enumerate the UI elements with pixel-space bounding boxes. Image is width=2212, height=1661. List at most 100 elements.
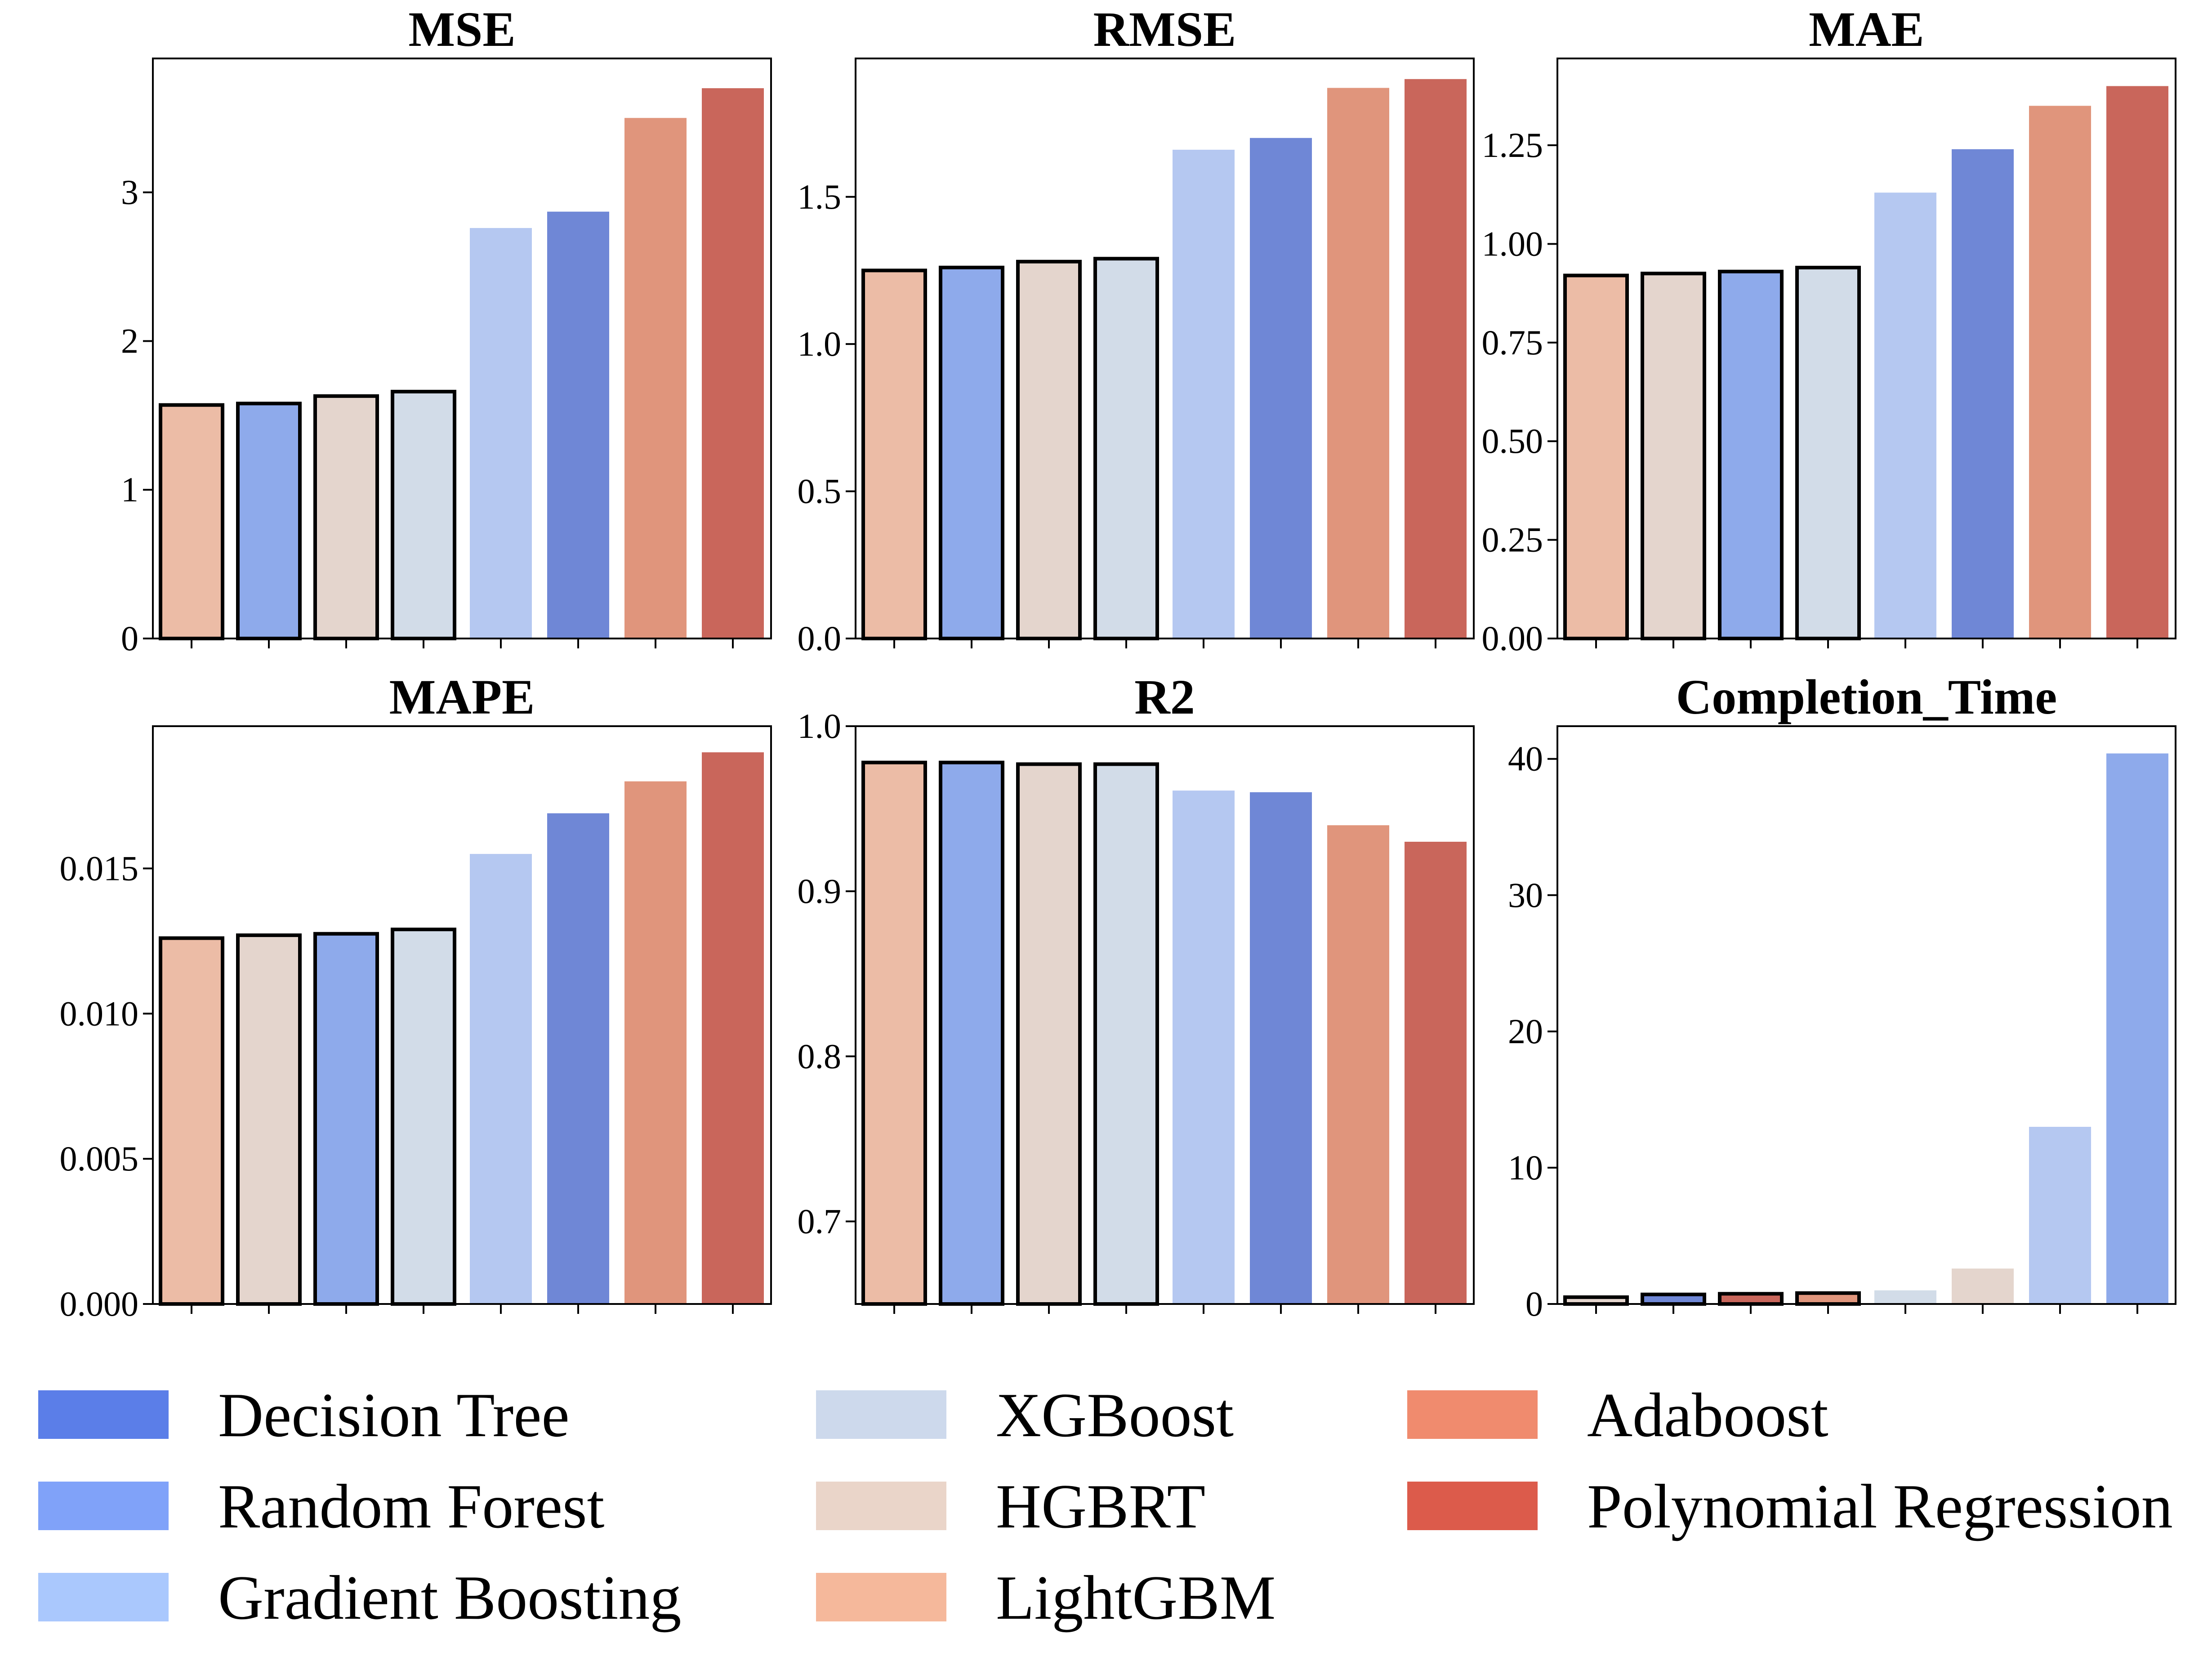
bar-xgboost [1795,266,1861,640]
bar-polynomial-regression [1405,842,1467,1304]
legend-swatch [1407,1390,1538,1439]
y-tick-label: 1.0 [798,324,842,363]
y-tick-label: 0.000 [60,1284,139,1323]
y-tick-label: 0.9 [798,871,842,911]
bar-hgbrt [236,933,302,1306]
axes-frame [1556,725,2176,1305]
legend-label: HGBRT [996,1472,1205,1541]
legend-label: Gradient Boosting [218,1563,681,1633]
legend-swatch [38,1573,169,1621]
bar-xgboost [1093,762,1159,1306]
legend-swatch [1407,1482,1538,1530]
bar-polynomial-regression [1718,1292,1784,1306]
y-tick-label: 0 [121,619,138,658]
bar-decision-tree [547,813,609,1304]
bar-polynomial-regression [2106,86,2168,639]
bar-lightgbm [861,268,927,640]
bar-random-forest [313,932,379,1306]
legend-swatch [816,1573,946,1621]
y-tick-label: 0.50 [1482,421,1543,460]
bar-random-forest [939,265,1004,640]
bar-lightgbm [1952,1268,2014,1304]
y-tick-label: 0.75 [1482,323,1543,362]
y-tick-label: 0.8 [798,1036,842,1076]
y-tick-label: 0.00 [1482,619,1543,658]
axes-frame [1556,58,2176,639]
bar-decision-tree [1250,792,1312,1304]
legend-label: Random Forest [218,1472,605,1541]
y-tick-label: 0.25 [1482,520,1543,559]
y-tick-label: 1 [121,470,138,509]
bar-polynomial-regression [702,88,764,639]
y-tick-label: 0.010 [60,994,139,1033]
bar-decision-tree [1952,149,2014,639]
legend-swatch [816,1482,946,1530]
panel-completion-time: 0 10 20 30 40 Completion_Time [1508,670,2176,1323]
bar-lightgbm [1563,273,1629,640]
bar-decision-tree [1641,1292,1706,1306]
y-tick-label: 0.005 [60,1139,139,1178]
panel-title: MAPE [389,670,535,724]
legend-label: Adaboost [1587,1380,1828,1450]
legend-label: XGBoost [996,1380,1234,1450]
bar-polynomial-regression [1405,79,1467,639]
bar-random-forest [939,760,1004,1306]
legend-swatch [816,1390,946,1439]
y-tick-label: 0 [1525,1284,1543,1323]
bar-hgbrt [1563,1295,1629,1306]
y-tick-label: 1.5 [798,177,842,216]
bar-random-forest [1718,269,1784,640]
bar-adaboost [2029,106,2091,639]
y-tick-label: 40 [1508,739,1543,778]
y-tick-label: 0.5 [798,472,842,511]
legend-label: LightGBM [996,1563,1275,1633]
y-tick-label: 1.00 [1482,224,1543,263]
bar-decision-tree [1250,138,1312,639]
legend: Decision Tree Random Forest Gradient Boost… [38,1380,2173,1633]
axes-frame [152,725,772,1305]
legend-swatch [38,1390,169,1439]
bar-adaboost [624,118,687,639]
bar-random-forest [2106,753,2168,1304]
bar-hgbrt [1016,762,1082,1306]
bar-xgboost [1093,257,1159,640]
bar-gradient-boosting [1173,790,1235,1304]
y-tick-label: 0.015 [60,848,139,888]
bar-gradient-boosting [470,228,532,639]
legend-swatch [38,1482,169,1530]
panel-title: MSE [408,2,515,57]
panel-title: R2 [1134,670,1195,724]
y-tick-label: 10 [1508,1148,1543,1187]
bar-decision-tree [547,211,609,639]
axes-frame [855,725,1475,1305]
panel-title: RMSE [1093,2,1236,57]
bar-adaboost [1795,1291,1861,1306]
bar-polynomial-regression [702,752,764,1304]
bar-xgboost [391,928,456,1306]
legend-label: Decision Tree [218,1380,570,1450]
bar-hgbrt [313,394,379,640]
legend-label: Polynomial Regression [1587,1472,2173,1541]
bar-hgbrt [1016,259,1082,640]
y-tick-label: 0.0 [798,619,842,658]
y-tick-label: 1.0 [798,706,842,746]
bar-hgbrt [1641,272,1706,640]
bar-gradient-boosting [470,854,532,1304]
bar-adaboost [624,781,687,1304]
bar-random-forest [236,402,302,640]
panel-mape: 0.000 0.005 0.010 0.015 MAPE [60,670,772,1323]
axes-frame [152,58,772,639]
panel-r2: 0.7 0.8 0.9 1.0 R2 [798,670,1475,1314]
bar-lightgbm [159,936,224,1306]
panel-rmse: 0.0 0.5 1.0 1.5 RMSE [798,2,1475,658]
y-tick-label: 30 [1508,875,1543,915]
panel-title: MAE [1809,2,1924,57]
bar-lightgbm [861,760,927,1306]
bar-gradient-boosting [2029,1127,2091,1304]
bar-lightgbm [159,403,224,640]
panel-title: Completion_Time [1676,670,2057,724]
bar-xgboost [391,389,456,640]
panel-mse: 0 1 2 3 MSE [121,2,772,658]
bar-gradient-boosting [1874,192,1936,639]
